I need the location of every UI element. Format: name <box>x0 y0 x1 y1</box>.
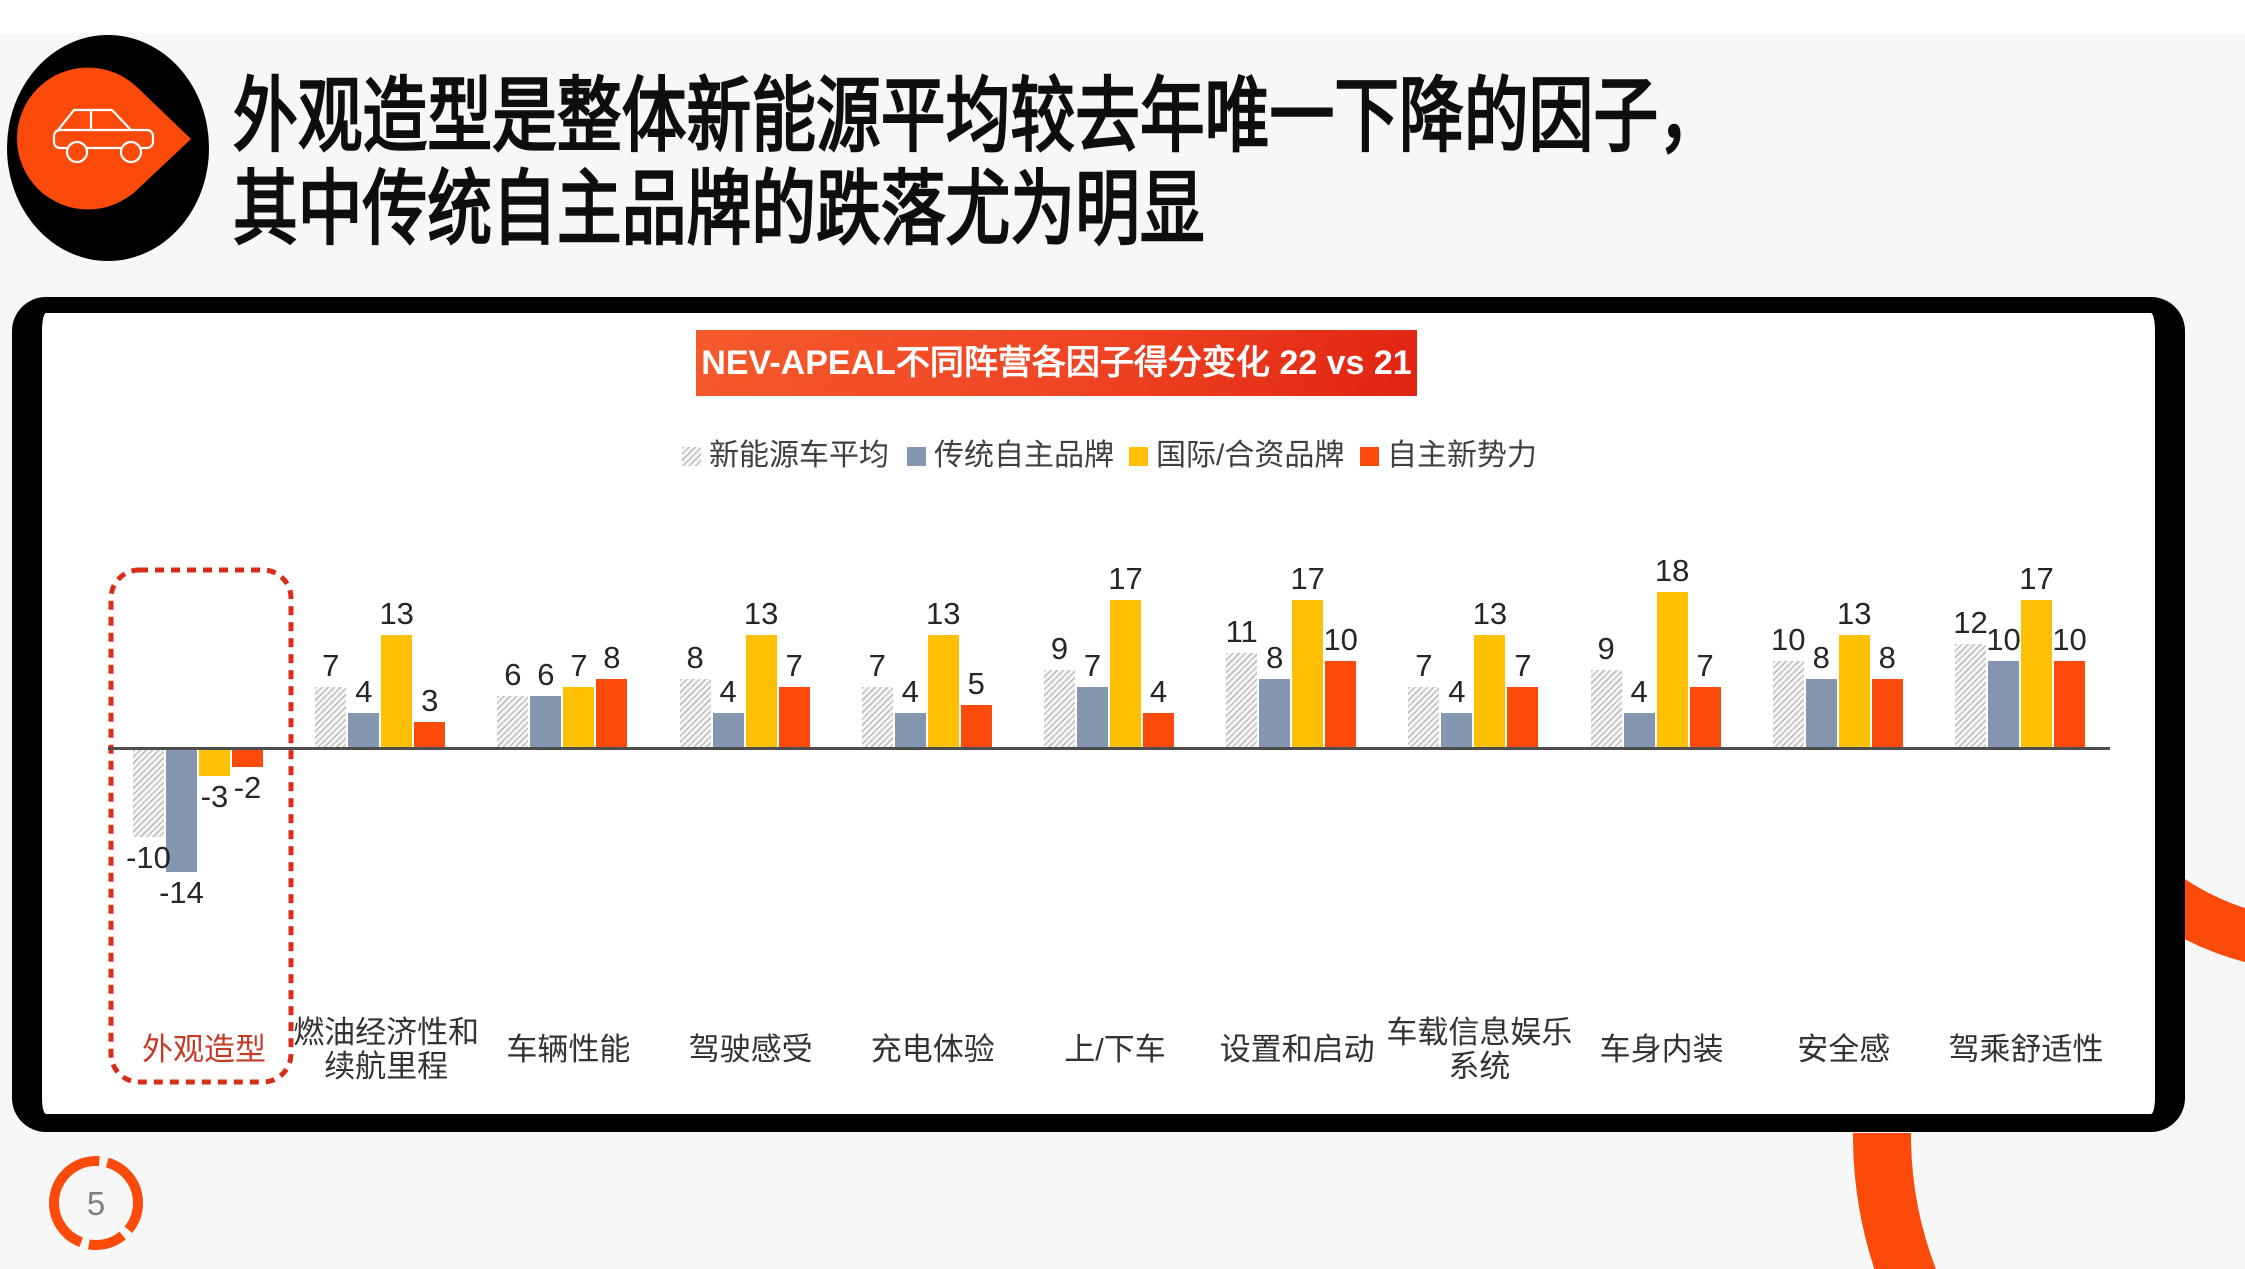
svg-text:5: 5 <box>87 1185 105 1222</box>
